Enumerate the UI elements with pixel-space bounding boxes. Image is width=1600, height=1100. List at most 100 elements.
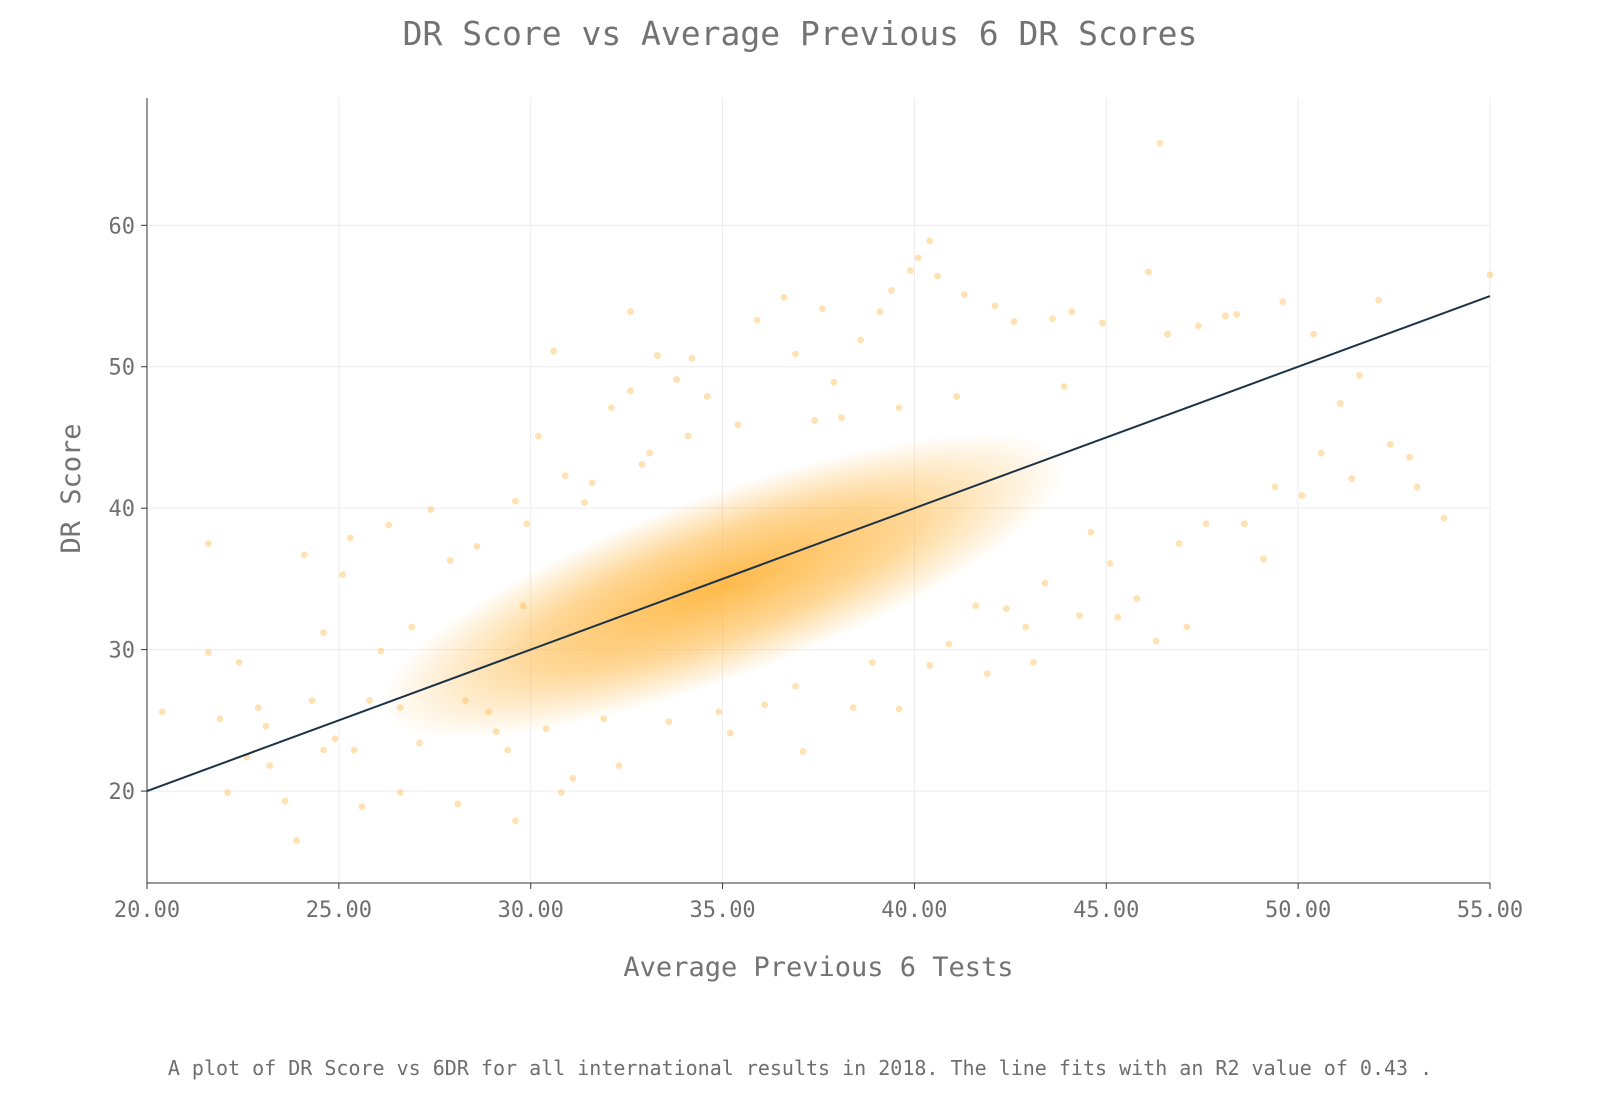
scatter-point: [358, 803, 366, 811]
scatter-point: [934, 272, 941, 280]
x-tick-label: 50.00: [1265, 898, 1331, 923]
scatter-point: [320, 746, 327, 754]
scatter-point: [792, 682, 799, 690]
scatter-point: [519, 602, 527, 610]
scatter-point: [1375, 296, 1383, 304]
y-tick-label: 60: [109, 214, 136, 239]
scatter-point: [607, 404, 615, 412]
y-tick-label: 40: [109, 497, 136, 522]
x-tick-label: 55.00: [1457, 898, 1523, 923]
y-axis-title: DR Score: [56, 423, 87, 553]
scatter-point: [818, 305, 826, 313]
scatter-point: [1194, 322, 1202, 330]
scatter-point: [1386, 441, 1394, 448]
scatter-point: [331, 735, 339, 743]
x-tick-label: 40.00: [881, 898, 947, 923]
scatter-point: [427, 506, 435, 513]
scatter-point: [600, 715, 608, 723]
scatter-point: [753, 316, 761, 324]
scatter-point: [1156, 139, 1164, 147]
scatter-point: [1029, 658, 1037, 666]
scatter-point: [926, 661, 934, 669]
scatter-point: [281, 797, 289, 805]
scatter-point: [811, 417, 819, 424]
scatter-point: [1133, 595, 1141, 603]
scatter-point: [1164, 330, 1172, 338]
scatter-point: [262, 722, 270, 730]
x-axis-ticks: 20.00 25.00 30.00 35.00 40.00 45.00 50.00 55.00: [114, 883, 1523, 923]
x-tick-label: 25.00: [306, 898, 372, 923]
scatter-point: [1413, 483, 1421, 491]
scatter-point: [396, 789, 404, 796]
scatter-point: [511, 497, 519, 505]
scatter-point: [688, 354, 696, 362]
scatter-point: [511, 817, 519, 825]
scatter-point: [366, 697, 373, 704]
scatter-point: [1221, 312, 1229, 320]
scatter-point: [350, 746, 358, 754]
y-tick-label: 30: [109, 639, 136, 664]
scatter-point: [1202, 520, 1210, 528]
scatter-point: [408, 623, 416, 631]
scatter-point: [868, 658, 876, 666]
scatter-point: [1145, 268, 1152, 276]
scatter-point: [1486, 271, 1494, 279]
scatter-points: [158, 139, 1494, 844]
scatter-point: [377, 647, 385, 655]
scatter-point: [485, 708, 492, 716]
scatter-point: [1114, 613, 1122, 621]
scatter-point: [561, 472, 569, 480]
scatter-point: [703, 393, 711, 400]
scatter-point: [838, 414, 845, 422]
scatter-point: [446, 557, 454, 564]
scatter-point: [1076, 612, 1083, 620]
scatter-point: [1233, 311, 1241, 318]
scatter-point: [204, 540, 212, 547]
scatter-point: [646, 449, 654, 457]
chart-caption: A plot of DR Score vs 6DR for all intern…: [167, 1056, 1433, 1080]
regression-line: [146, 295, 1491, 793]
scatter-density-cloud: [379, 433, 1067, 739]
scatter-point: [1060, 383, 1068, 390]
chart-title: DR Score vs Average Previous 6 DR Scores: [402, 14, 1198, 53]
scatter-point: [983, 670, 991, 678]
scatter-point: [945, 640, 953, 648]
scatter-point: [792, 350, 799, 358]
scatter-point: [339, 571, 347, 579]
scatter-point: [216, 715, 224, 723]
scatter-point: [235, 658, 243, 666]
scatter-point: [1348, 475, 1356, 482]
scatter-point: [550, 347, 558, 355]
scatter-point: [960, 291, 968, 299]
scatter-point: [504, 746, 512, 754]
scatter-point: [1068, 308, 1076, 315]
scatter-point: [346, 534, 354, 542]
scatter-point: [569, 774, 577, 782]
scatter-point: [385, 521, 393, 529]
scatter-point: [1099, 319, 1106, 327]
scatter-point: [726, 729, 734, 737]
scatter-point: [534, 432, 542, 440]
scatter-point: [1440, 514, 1448, 522]
x-tick-label: 45.00: [1073, 898, 1139, 923]
scatter-point: [715, 708, 723, 716]
scatter-point: [462, 697, 469, 704]
scatter-point: [876, 308, 884, 315]
scatter-point: [914, 254, 922, 262]
scatter-point: [254, 704, 262, 712]
scatter-point: [1022, 623, 1030, 631]
x-tick-label: 30.00: [498, 898, 564, 923]
scatter-point: [1406, 453, 1413, 461]
scatter-point: [780, 294, 788, 301]
scatter-point: [1003, 605, 1010, 613]
scatter-point: [953, 393, 961, 400]
scatter-point: [1260, 555, 1268, 563]
scatter-point: [849, 704, 857, 712]
scatter-point: [320, 629, 327, 637]
scatter-point: [684, 432, 692, 440]
scatter-point: [293, 837, 301, 844]
scatter-point: [907, 267, 914, 274]
scatter-point: [1298, 492, 1306, 499]
x-tick-label: 20.00: [114, 898, 180, 923]
